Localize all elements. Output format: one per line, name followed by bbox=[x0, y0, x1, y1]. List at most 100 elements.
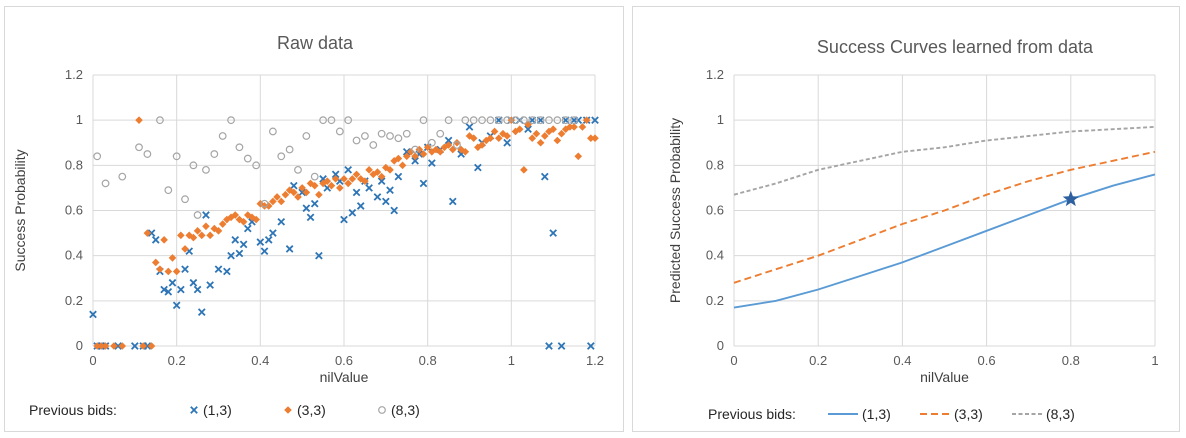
data-point bbox=[151, 236, 160, 244]
success-curves-chart: 0 0.2 0.4 0.6 0.8 1 1.2 0 0.2 0.4 0.6 0.8 1 Success C… bbox=[667, 37, 1159, 422]
data-point bbox=[340, 175, 348, 183]
data-point bbox=[394, 172, 403, 181]
data-point bbox=[344, 179, 352, 188]
legend-prefix: Previous bids: bbox=[29, 402, 117, 418]
data-point bbox=[428, 159, 436, 167]
x-tick-label: 1.2 bbox=[586, 353, 604, 368]
data-point bbox=[273, 193, 281, 201]
data-point bbox=[285, 245, 294, 253]
data-point bbox=[197, 231, 206, 240]
data-point bbox=[503, 138, 511, 147]
data-point bbox=[432, 145, 440, 154]
data-point bbox=[402, 129, 411, 138]
data-point bbox=[181, 245, 189, 253]
data-point bbox=[461, 147, 470, 156]
data-point bbox=[494, 116, 503, 125]
legend-label: (8,3) bbox=[391, 402, 420, 418]
legend-marker bbox=[378, 406, 386, 414]
data-point bbox=[189, 278, 198, 287]
gridlines bbox=[92, 74, 596, 347]
data-point bbox=[189, 161, 198, 170]
data-point bbox=[227, 116, 235, 125]
data-point bbox=[361, 177, 369, 185]
data-point bbox=[448, 197, 457, 206]
data-point bbox=[352, 136, 361, 145]
data-point bbox=[210, 224, 219, 233]
data-point bbox=[143, 150, 152, 158]
data-point bbox=[528, 134, 537, 143]
data-point bbox=[264, 236, 273, 244]
data-point bbox=[532, 129, 541, 138]
data-point bbox=[147, 229, 156, 237]
data-point bbox=[440, 143, 449, 152]
data-point bbox=[407, 147, 415, 156]
data-point bbox=[352, 170, 361, 179]
data-point bbox=[310, 199, 319, 208]
data-point bbox=[210, 150, 219, 158]
data-point bbox=[373, 168, 382, 176]
data-point bbox=[315, 190, 323, 199]
data-point bbox=[214, 265, 223, 274]
data-point bbox=[553, 116, 562, 125]
data-point bbox=[578, 123, 587, 131]
data-point bbox=[298, 188, 307, 197]
data-point bbox=[402, 152, 411, 161]
data-point bbox=[348, 175, 357, 183]
data-point bbox=[252, 215, 260, 224]
data-point bbox=[156, 116, 164, 125]
data-point bbox=[515, 125, 524, 133]
data-point bbox=[164, 287, 173, 296]
data-point bbox=[143, 342, 152, 350]
data-point bbox=[139, 342, 147, 350]
data-point bbox=[218, 132, 227, 140]
y-tick-label: 1 bbox=[717, 112, 724, 127]
data-point bbox=[114, 342, 122, 350]
data-point bbox=[423, 143, 432, 152]
data-point bbox=[118, 342, 127, 350]
data-point bbox=[185, 231, 194, 240]
data-point bbox=[365, 166, 373, 174]
data-point bbox=[582, 116, 591, 124]
legend-label: (1,3) bbox=[862, 406, 891, 422]
x-tick-label: 0 bbox=[730, 353, 737, 368]
plot-area bbox=[733, 125, 1156, 309]
data-point bbox=[469, 116, 478, 125]
x-tick-label: 0.2 bbox=[168, 353, 186, 368]
data-point bbox=[344, 166, 353, 174]
data-point bbox=[260, 199, 269, 208]
y-axis-label: Predicted Success Probability bbox=[667, 118, 683, 303]
data-point bbox=[260, 202, 269, 210]
data-point bbox=[541, 132, 549, 140]
data-point bbox=[478, 116, 486, 125]
series-line bbox=[733, 125, 1156, 196]
data-point bbox=[540, 172, 549, 181]
data-point bbox=[528, 116, 537, 125]
data-point bbox=[260, 247, 269, 255]
data-point bbox=[444, 136, 453, 145]
data-point bbox=[235, 143, 244, 152]
chart-title: Success Curves learned from data bbox=[817, 37, 1094, 57]
data-point bbox=[382, 163, 390, 172]
data-point bbox=[486, 134, 495, 143]
data-point bbox=[193, 285, 202, 294]
raw-data-chart-panel: 0 0.2 0.4 0.6 0.8 1 1.2 0 0.2 0.4 0.6 0.8 1 1.2 Raw da… bbox=[4, 6, 624, 432]
data-point bbox=[436, 147, 445, 156]
data-point bbox=[444, 116, 453, 125]
data-point bbox=[545, 116, 553, 125]
data-point bbox=[101, 179, 110, 188]
data-point bbox=[381, 197, 390, 206]
data-point bbox=[553, 136, 562, 145]
data-point bbox=[193, 211, 202, 219]
legend: Previous bids: (1,3) (3,3) (8,3) bbox=[708, 406, 1075, 422]
data-point bbox=[289, 181, 298, 190]
data-point bbox=[436, 129, 445, 138]
y-tick-label: 0.2 bbox=[706, 293, 724, 308]
plot-area bbox=[89, 116, 599, 350]
data-point bbox=[269, 197, 277, 206]
data-point bbox=[411, 156, 419, 165]
data-point bbox=[386, 132, 394, 140]
data-point bbox=[89, 310, 97, 319]
legend-label: (3,3) bbox=[297, 402, 326, 418]
data-point bbox=[202, 165, 210, 174]
legend: Previous bids: (1,3) (3,3) (8,3) bbox=[29, 402, 420, 418]
